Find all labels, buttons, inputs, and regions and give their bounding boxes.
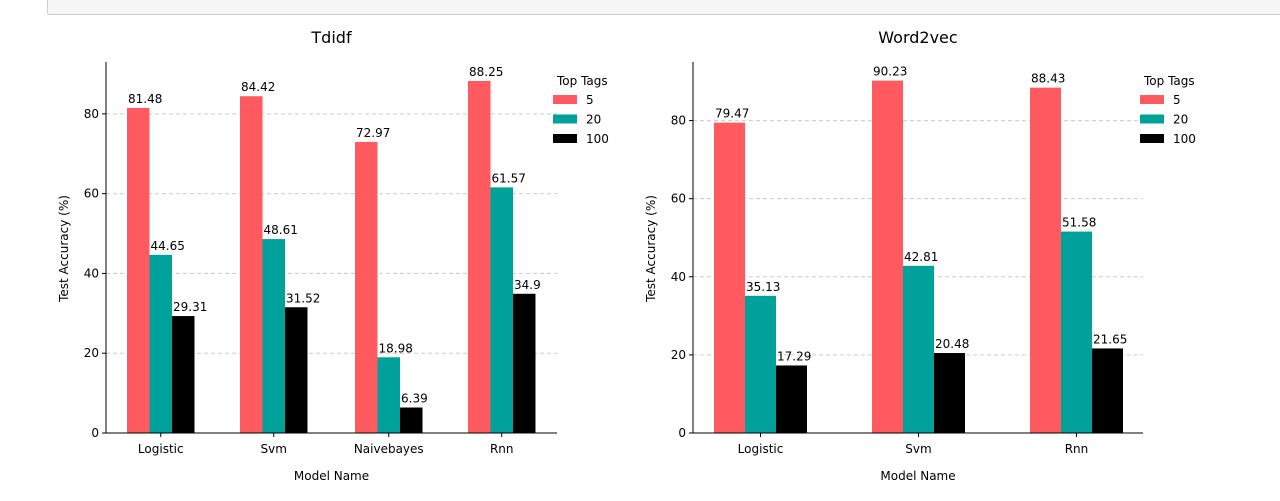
data-label: 17.29 <box>777 349 811 363</box>
legend: Top Tags 5 20 100 <box>553 74 609 146</box>
chart-title: Tdidf <box>310 28 352 47</box>
bar <box>377 357 400 433</box>
chart-title: Word2vec <box>878 28 957 47</box>
y-axis-label: Test Accuracy (%) <box>57 195 71 303</box>
legend-swatch <box>553 134 577 143</box>
data-label: 31.52 <box>286 291 320 305</box>
data-label: 90.23 <box>873 65 907 79</box>
bar <box>468 80 491 434</box>
legend-swatch <box>1140 134 1164 143</box>
bar <box>1092 348 1123 433</box>
legend-label: 100 <box>1173 132 1196 146</box>
bar <box>872 80 903 433</box>
y-tick-label: 80 <box>671 114 686 128</box>
data-label: 88.43 <box>1031 72 1065 86</box>
x-tick-label: Logistic <box>738 442 784 456</box>
x-tick-label: Rnn <box>490 442 514 456</box>
y-tick-label: 20 <box>84 346 99 360</box>
chart-2: 79.47 90.23 88.43 35.13 42.81 51.58 17.29 20.48… <box>644 28 1196 483</box>
legend-label: 5 <box>586 93 594 107</box>
legend: Top Tags 5 20 100 <box>1140 74 1196 146</box>
data-label: 81.48 <box>128 92 162 106</box>
bar <box>903 265 934 433</box>
bar <box>714 122 745 433</box>
x-tick-label: Rnn <box>1065 442 1089 456</box>
bar <box>776 365 807 433</box>
legend-label: 100 <box>586 132 609 146</box>
bar <box>355 141 378 434</box>
chart-1: 81.48 84.42 72.97 88.25 44.65 48.61 18.98 61.57… <box>57 28 609 483</box>
data-label: 20.48 <box>935 337 969 351</box>
bar <box>934 353 965 433</box>
x-axis-label: Model Name <box>294 469 369 483</box>
legend-title: Top Tags <box>556 74 608 88</box>
bar <box>262 239 285 433</box>
legend-title: Top Tags <box>1143 74 1195 88</box>
data-label: 18.98 <box>379 341 413 355</box>
bar <box>745 295 776 433</box>
bar <box>400 407 423 433</box>
data-label: 88.25 <box>469 65 503 79</box>
bar <box>240 96 263 433</box>
legend-label: 20 <box>1173 113 1188 127</box>
data-label: 42.81 <box>904 250 938 264</box>
data-label: 21.65 <box>1093 332 1127 346</box>
legend-swatch <box>1140 114 1164 124</box>
bar <box>127 107 150 434</box>
data-label: 48.61 <box>264 223 298 237</box>
legend-swatch <box>553 114 577 124</box>
data-label: 35.13 <box>746 280 780 294</box>
data-label: 72.97 <box>356 126 390 140</box>
y-tick-label: 40 <box>671 270 686 284</box>
x-tick-label: Svm <box>905 442 931 456</box>
x-axis-label: Model Name <box>880 469 955 483</box>
data-label: 29.31 <box>173 300 207 314</box>
y-tick-label: 20 <box>671 348 686 362</box>
bar <box>1061 231 1092 433</box>
legend-swatch <box>553 95 577 104</box>
bar <box>285 307 308 433</box>
data-label: 6.39 <box>401 392 428 406</box>
legend-swatch <box>1140 95 1164 104</box>
y-tick-label: 0 <box>91 426 99 440</box>
x-tick-label: Logistic <box>138 442 184 456</box>
legend-label: 20 <box>586 113 601 127</box>
data-label: 44.65 <box>151 239 185 253</box>
y-tick-label: 0 <box>678 426 686 440</box>
data-label: 51.58 <box>1062 216 1096 230</box>
notebook-input-cell <box>47 0 1280 15</box>
data-label: 84.42 <box>241 80 275 94</box>
y-axis-label: Test Accuracy (%) <box>644 195 658 303</box>
y-tick-label: 80 <box>84 107 99 121</box>
bar <box>1030 87 1061 433</box>
data-label: 79.47 <box>715 107 749 121</box>
data-label: 61.57 <box>492 171 526 185</box>
bar <box>490 187 513 433</box>
data-label: 34.9 <box>514 278 541 292</box>
bar <box>149 254 172 433</box>
y-tick-label: 60 <box>671 192 686 206</box>
y-tick-label: 40 <box>84 266 99 280</box>
bar <box>513 293 536 433</box>
bar <box>172 316 195 433</box>
legend-label: 5 <box>1173 93 1181 107</box>
y-tick-label: 60 <box>84 187 99 201</box>
x-tick-label: Naivebayes <box>354 442 424 456</box>
x-tick-label: Svm <box>261 442 287 456</box>
